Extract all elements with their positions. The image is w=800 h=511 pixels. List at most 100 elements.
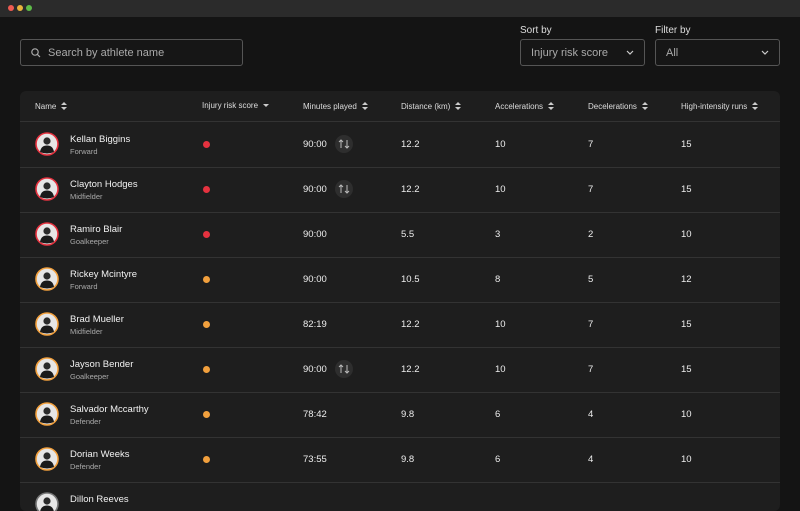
- risk-indicator: [203, 366, 210, 373]
- avatar: [35, 312, 59, 336]
- swap-arrows: [338, 139, 350, 149]
- avatar: [35, 447, 59, 471]
- athlete-row[interactable]: Ramiro Blair Goalkeeper 90:00 5.5 3 2 10: [20, 212, 780, 258]
- athlete-row[interactable]: Jayson Bender Goalkeeper 90:00 12.2 10 7 15: [20, 347, 780, 393]
- column-title: Injury risk score: [202, 101, 259, 110]
- athlete-name: Dillon Reeves: [70, 494, 129, 505]
- risk-indicator: [203, 321, 210, 328]
- column-header[interactable]: High-intensity runs: [681, 101, 759, 111]
- athlete-name: Rickey Mcintyre: [70, 269, 138, 280]
- high-intensity-runs: 15: [681, 319, 692, 330]
- avatar: [35, 402, 59, 426]
- chevron: [626, 50, 634, 55]
- athlete-name: Kellan Biggins: [70, 134, 131, 145]
- minutes: 90:00: [303, 274, 327, 285]
- sort-icon: [361, 102, 368, 110]
- decelerations: 7: [588, 184, 594, 195]
- athlete-position: Defender: [70, 417, 101, 426]
- avatar: [35, 492, 59, 511]
- avatar-image: [35, 222, 59, 246]
- athlete-position: Midfielder: [70, 192, 103, 201]
- avatar: [35, 267, 59, 291]
- filter-dropdown[interactable]: All: [655, 39, 780, 66]
- search-placeholder: Search by athlete name: [48, 46, 165, 59]
- avatar-image: [35, 312, 59, 336]
- column-header[interactable]: Decelerations: [588, 101, 649, 111]
- search-box[interactable]: Search by athlete name: [20, 39, 243, 66]
- table-header: Name Injury risk score Minutes played Dista…: [20, 91, 780, 122]
- minutes: 90:00: [303, 364, 327, 375]
- decelerations: 2: [588, 229, 594, 240]
- decelerations: 4: [588, 409, 594, 420]
- column-title: Name: [35, 101, 57, 111]
- sort-dropdown[interactable]: Injury risk score: [520, 39, 645, 66]
- minutes: 90:00: [303, 229, 327, 240]
- column-title: Minutes played: [303, 101, 357, 111]
- distance: 10.5: [401, 274, 420, 285]
- column-header[interactable]: Distance (km): [401, 101, 462, 111]
- minutes: 82:19: [303, 319, 327, 330]
- sort-icon: [61, 102, 68, 110]
- sort-label: Sort by: [520, 25, 552, 36]
- distance: 9.8: [401, 409, 415, 420]
- athlete-position: Forward: [70, 147, 98, 156]
- substitution-icon[interactable]: [335, 180, 353, 198]
- minutes: 78:42: [303, 409, 327, 420]
- sort-caret: [263, 104, 270, 107]
- athlete-name: Dorian Weeks: [70, 449, 130, 460]
- athlete-position: Goalkeeper: [70, 237, 109, 246]
- column-header[interactable]: Minutes played: [303, 101, 369, 111]
- sort-icon: [752, 102, 759, 110]
- zoom-dot[interactable]: [26, 5, 32, 11]
- risk-indicator: [203, 411, 210, 418]
- athlete-name: Jayson Bender: [70, 359, 134, 370]
- substitution-icon[interactable]: [335, 360, 353, 378]
- athlete-name: Salvador Mccarthy: [70, 404, 149, 415]
- avatar-image: [35, 357, 59, 381]
- sort-icon: [455, 102, 462, 110]
- column-header[interactable]: Name: [35, 101, 68, 111]
- athlete-row[interactable]: Rickey Mcintyre Forward 90:00 10.5 8 5 12: [20, 257, 780, 303]
- athlete-row[interactable]: Brad Mueller Midfielder 82:19 12.2 10 7 15: [20, 302, 780, 348]
- risk-indicator: [203, 141, 210, 148]
- accelerations: 10: [495, 319, 506, 330]
- high-intensity-runs: 15: [681, 364, 692, 375]
- avatar: [35, 177, 59, 201]
- distance: 9.8: [401, 454, 415, 465]
- athlete-name: Clayton Hodges: [70, 179, 138, 190]
- window-bar: [0, 0, 800, 17]
- risk-indicator: [203, 231, 210, 238]
- avatar-image: [35, 402, 59, 426]
- accelerations: 8: [495, 274, 501, 285]
- column-header[interactable]: Accelerations: [495, 101, 555, 111]
- minimize-dot[interactable]: [17, 5, 23, 11]
- distance: 5.5: [401, 229, 415, 240]
- search-icon: [31, 47, 41, 57]
- accelerations: 10: [495, 184, 506, 195]
- accelerations: 6: [495, 409, 501, 420]
- filter-label: Filter by: [655, 25, 691, 36]
- sort-value: Injury risk score: [531, 46, 609, 59]
- avatar: [35, 222, 59, 246]
- avatar-image: [35, 132, 59, 156]
- athlete-row[interactable]: Clayton Hodges Midfielder 90:00 12.2 10 7 15: [20, 167, 780, 213]
- risk-indicator: [203, 186, 210, 193]
- high-intensity-runs: 10: [681, 454, 692, 465]
- athlete-name: Ramiro Blair: [70, 224, 123, 235]
- decelerations: 7: [588, 139, 594, 150]
- athlete-row[interactable]: Dorian Weeks Defender 73:55 9.8 6 4 10: [20, 437, 780, 483]
- athlete-position: Defender: [70, 462, 101, 471]
- athlete-row[interactable]: Kellan Biggins Forward 90:00 12.2 10 7 15: [20, 122, 780, 168]
- substitution-icon[interactable]: [335, 135, 353, 153]
- athlete-row[interactable]: Salvador Mccarthy Defender 78:42 9.8 6 4 10: [20, 392, 780, 438]
- close-dot[interactable]: [8, 5, 14, 11]
- column-title: High-intensity runs: [681, 101, 748, 111]
- swap-arrows: [338, 184, 350, 194]
- minutes: 90:00: [303, 139, 327, 150]
- column-title: Distance (km): [401, 101, 451, 111]
- column-header[interactable]: Injury risk score: [202, 101, 270, 110]
- decelerations: 7: [588, 364, 594, 375]
- athlete-name: Brad Mueller: [70, 314, 124, 325]
- high-intensity-runs: 10: [681, 229, 692, 240]
- athlete-row[interactable]: Dillon Reeves: [20, 482, 780, 511]
